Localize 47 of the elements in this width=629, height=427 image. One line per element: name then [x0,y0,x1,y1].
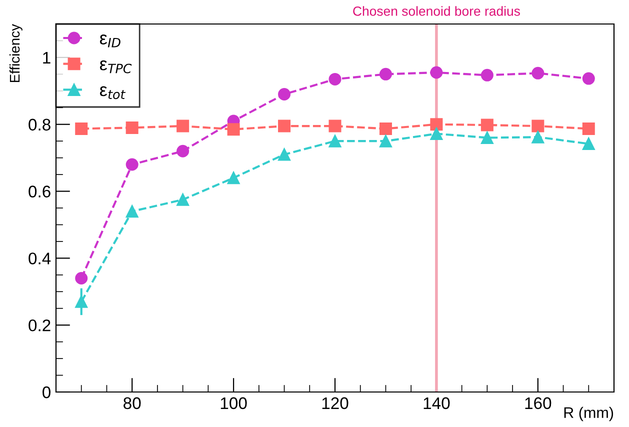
y-tick-label: 1 [43,52,50,64]
y-tick-label: 0.8 [28,118,50,131]
point [582,72,595,85]
legend-label: ε$_{TPC}$ [100,60,132,74]
point [227,172,240,184]
point [532,130,544,144]
point [532,120,544,132]
x-tick-label: 160 [525,397,552,410]
point [532,66,544,80]
point [582,122,595,135]
point [430,66,443,79]
point [430,118,443,131]
point [278,148,291,161]
ref-line-label: Chosen solenoid bore radius [353,6,520,16]
x-tick-label: 100 [220,397,247,410]
y-tick-label: 0.6 [28,186,50,198]
point [480,131,494,144]
point [176,144,190,158]
point [75,122,88,135]
x-tick-label: 120 [322,397,348,410]
point [379,122,392,135]
point [278,88,291,101]
point [176,120,190,132]
point [126,158,138,171]
y-axis-title: Efficiency [9,24,22,82]
y-tick-label: 0.4 [28,252,51,264]
point [227,123,240,136]
y-tick-label: 0.2 [28,319,50,332]
point [430,127,443,140]
point [379,134,392,148]
point [582,138,595,150]
point [328,134,342,148]
y-tick-label: 0 [42,386,50,398]
point [176,193,190,206]
x-axis-title: R (mm) [564,406,614,422]
point [379,68,392,80]
x-tick-label: 140 [424,397,450,410]
point [328,120,342,132]
point [278,120,291,132]
legend-label: ε$_{tot}$ [100,86,126,100]
point [480,68,494,82]
x-tick-label: 80 [124,397,141,410]
legend-label: ε$_{ID}$ [100,34,120,48]
point [328,72,342,86]
point [75,272,88,285]
point [126,121,138,134]
point [480,118,494,132]
